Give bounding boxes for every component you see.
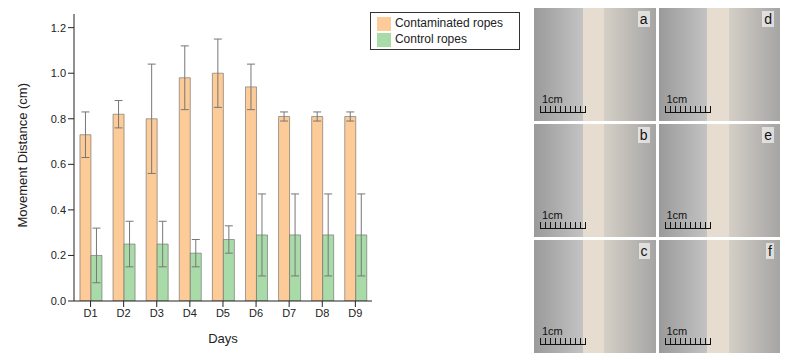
svg-text:0.4: 0.4 <box>51 204 66 216</box>
svg-text:Movement Distance (cm): Movement Distance (cm) <box>15 83 30 227</box>
html-text:c: c <box>640 243 648 259</box>
html-text:1cm: 1cm <box>666 325 688 337</box>
html-text:Contaminated ropes: Contaminated ropes <box>394 16 503 30</box>
svg-text:D3: D3 <box>150 307 164 319</box>
svg-text:1.2: 1.2 <box>51 22 66 34</box>
html-text:d: d <box>764 11 772 27</box>
svg-text:D4: D4 <box>183 307 197 319</box>
html-text:f: f <box>768 243 772 259</box>
html-text:b: b <box>639 127 648 143</box>
html-text:1cm: 1cm <box>666 93 688 105</box>
svg-text:0.2: 0.2 <box>51 249 66 261</box>
svg-text:0.6: 0.6 <box>51 158 66 170</box>
svg-text:Days: Days <box>208 331 238 346</box>
svg-text:D9: D9 <box>348 307 362 319</box>
svg-text:D2: D2 <box>117 307 131 319</box>
html-text:e: e <box>764 127 772 143</box>
html-text:a: a <box>639 11 648 27</box>
svg-text:D1: D1 <box>84 307 98 319</box>
svg-text:1.0: 1.0 <box>51 67 66 79</box>
html-text:Control ropes: Control ropes <box>394 32 467 46</box>
html-text:1cm: 1cm <box>542 325 563 337</box>
svg-text:0.8: 0.8 <box>51 113 66 125</box>
svg-text:D8: D8 <box>315 307 329 319</box>
svg-text:D5: D5 <box>216 307 230 319</box>
svg-text:D6: D6 <box>249 307 263 319</box>
svg-text:D7: D7 <box>282 307 296 319</box>
svg-text:0.0: 0.0 <box>51 295 66 307</box>
html-text:1cm: 1cm <box>542 93 563 105</box>
html-text:1cm: 1cm <box>542 209 563 221</box>
html-text:1cm: 1cm <box>666 209 688 221</box>
